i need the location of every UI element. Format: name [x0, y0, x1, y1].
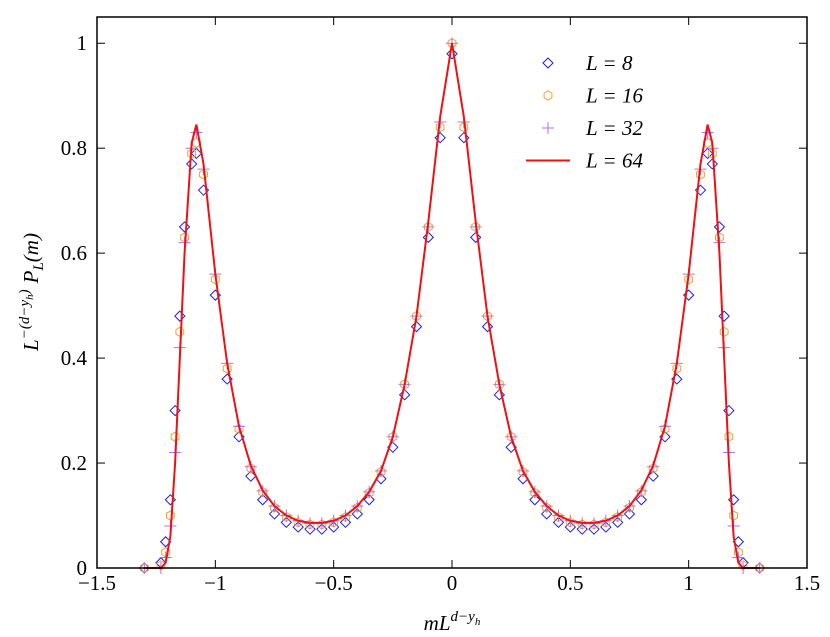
point	[719, 326, 729, 337]
point	[469, 231, 482, 244]
plot-frame	[96, 16, 808, 569]
point	[611, 516, 624, 529]
point	[435, 122, 445, 133]
point	[434, 131, 446, 144]
point	[398, 389, 411, 401]
point	[458, 131, 470, 144]
point	[170, 431, 180, 442]
y-label-base: L	[19, 339, 43, 352]
point	[493, 389, 506, 401]
point	[724, 431, 734, 442]
point	[729, 510, 739, 521]
point	[540, 508, 553, 520]
point	[542, 502, 552, 513]
point	[422, 231, 435, 244]
point	[363, 494, 375, 506]
x-tick-label: −0.5	[315, 571, 353, 595]
legend-label: L = 32	[585, 116, 643, 140]
point	[552, 516, 565, 529]
y-label-sup: −(d−y	[17, 300, 33, 340]
series-line	[144, 43, 760, 569]
y-tick-label: 0	[77, 556, 88, 580]
point	[529, 494, 541, 506]
point	[684, 274, 694, 285]
point	[410, 320, 423, 333]
point	[165, 510, 175, 521]
point	[648, 463, 658, 474]
point	[178, 221, 191, 233]
point	[696, 169, 705, 180]
x-tick-label: −1	[204, 571, 226, 595]
legend-swatch	[542, 122, 554, 134]
x-label-sub: h	[475, 616, 481, 628]
legend-swatch	[542, 57, 554, 69]
y-tick-label: 0.2	[61, 451, 87, 475]
point	[246, 463, 256, 474]
point	[481, 320, 494, 333]
y-tick-label: 0.6	[61, 241, 87, 265]
y-tick-label: 1	[77, 31, 88, 55]
y-axis-label: L−(d−yh)PL(m)	[17, 233, 47, 352]
x-axis-label: mLd−yh	[424, 609, 481, 635]
point	[339, 516, 352, 529]
y-label-sup-sub: h	[24, 294, 36, 300]
point	[701, 147, 714, 160]
point	[613, 512, 623, 523]
point	[635, 494, 648, 506]
point	[270, 502, 279, 513]
x-tick-label: 1.5	[794, 571, 820, 595]
point	[280, 516, 293, 529]
point	[554, 512, 563, 523]
point	[341, 512, 350, 523]
point	[352, 502, 362, 513]
point	[256, 494, 269, 506]
x-tick-label: 0.5	[557, 571, 583, 595]
point	[210, 274, 220, 285]
point	[268, 508, 281, 520]
legend-swatch	[543, 90, 553, 101]
legend-label: L = 64	[585, 149, 643, 173]
point	[185, 158, 198, 170]
point	[718, 310, 730, 322]
point	[706, 158, 719, 170]
point	[174, 310, 186, 322]
y-tick-label: 0.4	[61, 346, 88, 370]
point	[446, 48, 458, 60]
x-tick-label: −1.5	[78, 571, 116, 595]
point	[623, 508, 636, 520]
point	[672, 363, 682, 374]
x-tick-label: 1	[683, 571, 694, 595]
point	[190, 147, 203, 160]
point	[351, 508, 364, 520]
y-label-p-sub: L	[31, 262, 47, 271]
legend-label: L = 16	[585, 84, 643, 108]
point	[625, 502, 634, 513]
point	[713, 221, 726, 233]
y-tick-label: 0.8	[61, 136, 87, 160]
x-label-sup: d−y	[451, 609, 476, 625]
legend-label: L = 8	[585, 51, 633, 75]
point	[222, 363, 232, 374]
point	[281, 512, 291, 523]
x-tick-label: 0	[447, 571, 458, 595]
y-label-p: P	[19, 270, 43, 284]
point	[199, 169, 208, 180]
point	[175, 326, 185, 337]
y-label-arg: (m)	[19, 233, 43, 262]
x-label-base: mL	[424, 611, 451, 635]
point	[459, 122, 469, 133]
y-label-sup-end: )	[17, 289, 33, 295]
